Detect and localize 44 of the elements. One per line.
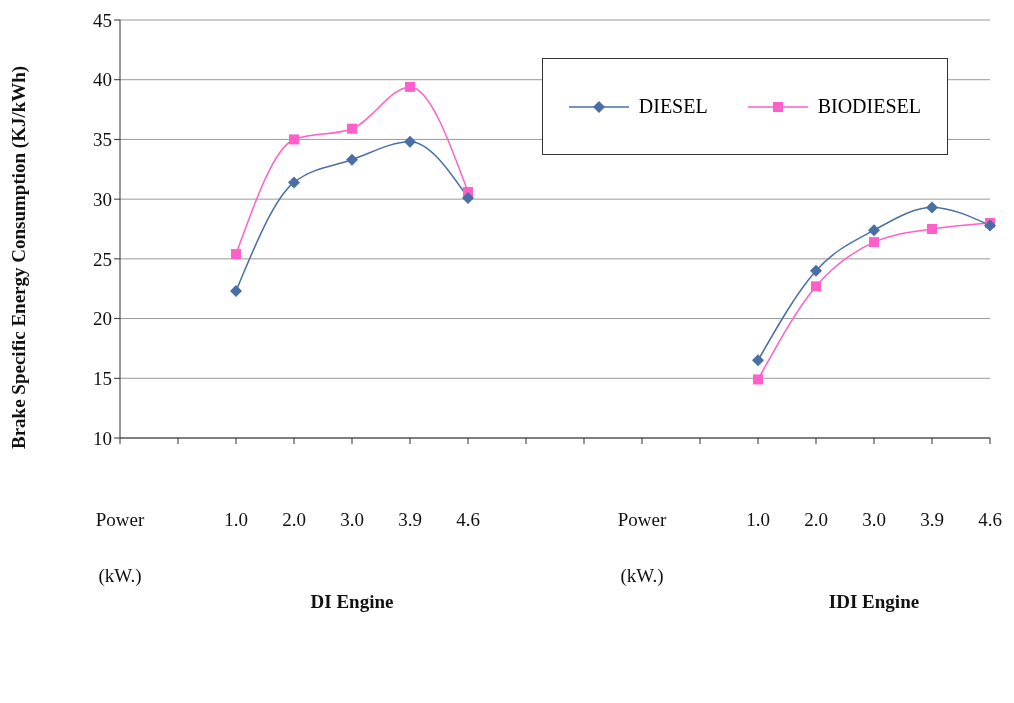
x-tick-label: Power <box>95 509 145 530</box>
point <box>753 374 763 385</box>
point <box>231 249 241 260</box>
x-tick-label: 3.0 <box>862 509 886 530</box>
point <box>289 134 299 145</box>
legend-label: DIESEL <box>638 95 708 118</box>
point <box>404 135 416 148</box>
x-tick-label: 3.9 <box>920 509 944 530</box>
point <box>462 191 474 204</box>
y-tick-label: 20 <box>93 308 112 330</box>
text: (kW.) <box>98 565 142 587</box>
y-tick-label: 25 <box>93 248 112 270</box>
x-tick-label: 1.0 <box>746 509 770 530</box>
point <box>405 81 415 92</box>
point <box>752 354 764 367</box>
point <box>869 237 879 248</box>
y-tick-label: 35 <box>93 129 112 151</box>
text: IDI Engine <box>828 591 920 612</box>
x-tick-label: 2.0 <box>282 509 306 530</box>
point <box>288 176 300 189</box>
text: (kW.) <box>620 565 664 587</box>
x-tick-label: 2.0 <box>804 509 828 530</box>
point <box>811 281 821 292</box>
point <box>346 153 358 166</box>
y-tick-label: 30 <box>93 188 112 210</box>
point <box>926 201 938 214</box>
x-tick-label: 3.9 <box>398 509 422 530</box>
x-tick-label: Power <box>617 509 667 530</box>
y-tick-label: 45 <box>93 9 112 31</box>
x-tick-label: 4.6 <box>456 509 480 530</box>
text: DI Engine <box>310 591 394 612</box>
x-tick-label: 4.6 <box>978 509 1002 530</box>
point <box>810 264 822 277</box>
point <box>347 123 357 134</box>
point <box>927 224 937 234</box>
y-axis-title: Brake Specific Energy Consumption (KJ/kWh) <box>7 65 30 449</box>
point <box>230 285 242 298</box>
y-tick-label: 10 <box>93 427 112 449</box>
y-tick-label: 15 <box>93 368 112 390</box>
x-tick-label: 1.0 <box>224 509 248 530</box>
x-tick-label: 3.0 <box>340 509 364 530</box>
point <box>868 224 880 237</box>
legend-label: BIODIESEL <box>817 95 921 118</box>
y-tick-label: 40 <box>93 69 112 91</box>
